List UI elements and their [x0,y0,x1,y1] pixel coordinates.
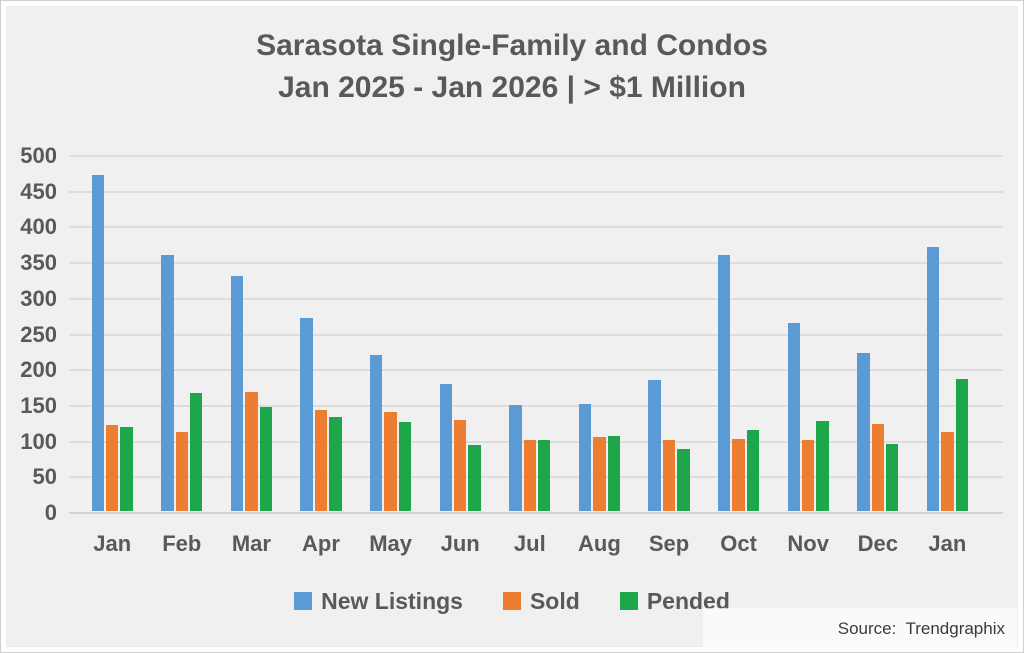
legend: New Listings Sold Pended [1,589,1023,613]
bar-pended-3-apr [329,416,342,511]
gridline-0 [69,512,1003,514]
chart-title: Sarasota Single-Family and Condos Jan 20… [1,25,1023,109]
bar-sold-10-nov [801,440,815,511]
legend-swatch-sold [502,592,521,610]
bar-sold-7-aug [593,436,606,511]
y-axis-label-150: 150 [20,392,57,418]
bar-new-listings-12-jan [926,246,940,511]
legend-item-new-listings: New Listings [294,589,463,613]
x-axis-label-2-mar: Mar [231,531,271,556]
x-axis-label-0-jan: Jan [93,531,132,556]
bar-sold-2-mar [245,392,258,511]
y-axis-label-350: 350 [20,250,57,276]
bar-new-listings-5-jun [439,383,453,511]
legend-label-new-listings: New Listings [321,588,463,614]
bar-pended-8-sep [677,448,690,511]
y-axis-label-50: 50 [32,464,57,490]
bar-new-listings-10-nov [787,323,801,511]
x-axis-label-3-apr: Apr [302,531,340,556]
y-axis-label-300: 300 [20,285,57,311]
bar-pended-12-jan [955,378,969,511]
y-axis-label-100: 100 [20,428,57,454]
chart-title-line1: Sarasota Single-Family and Condos [256,29,768,62]
bar-sold-3-apr [314,410,328,511]
bar-new-listings-1-feb [161,255,174,511]
legend-swatch-pended [619,592,638,610]
gridline-400 [69,226,1003,229]
bar-pended-7-aug [607,436,621,511]
y-axis-label-400: 400 [20,214,57,240]
x-axis-label-9-oct: Oct [720,531,757,556]
bar-new-listings-7-aug [578,403,592,511]
y-axis-label-450: 450 [20,178,57,204]
bar-pended-2-mar [259,406,273,511]
bar-pended-10-nov [816,421,829,511]
gridline-250 [69,333,1003,336]
bar-sold-9-oct [732,438,745,511]
bar-pended-6-jul [537,439,551,511]
x-axis-label-1-feb: Feb [162,531,202,556]
chart-canvas [6,6,1018,647]
bar-pended-9-oct [746,430,760,511]
y-axis-label-200: 200 [20,357,57,383]
bar-sold-8-sep [662,439,676,511]
bar-new-listings-11-dec [857,353,870,511]
bar-new-listings-8-sep [648,380,661,511]
x-axis-label-5-jun: Jun [440,531,480,556]
bar-new-listings-3-apr [300,318,313,511]
y-axis-label-0: 0 [44,500,57,525]
x-axis-label-6-jul: Jul [513,531,546,556]
gridline-350 [69,262,1003,265]
source-panel: Source: Trendgraphix [703,608,1017,649]
gridline-200 [69,369,1003,372]
bar-sold-12-jan [941,432,954,511]
bar-new-listings-9-oct [717,255,731,511]
x-axis-label-4-may: May [369,531,412,556]
chart-title-line2: Jan 2025 - Jan 2026 | > $1 Million [278,71,746,104]
plot-area [69,155,1003,514]
bar-pended-5-jun [468,445,481,511]
gridline-450 [69,190,1003,193]
x-axis-label-7-aug: Aug [578,531,621,556]
bar-pended-11-dec [885,443,899,511]
bar-pended-0-jan [120,427,133,511]
x-axis-label-10-nov: Nov [787,531,829,556]
bar-sold-6-jul [523,439,537,511]
gridline-500 [69,155,1003,157]
y-axis-label-500: 500 [20,143,57,168]
bar-sold-0-jan [105,425,119,511]
gridline-300 [69,297,1003,300]
y-axis-label-250: 250 [20,321,57,347]
bar-sold-11-dec [871,423,885,511]
bar-sold-5-jun [453,420,467,511]
x-axis-label-12-jan: Jan [928,531,967,556]
x-axis-label-11-dec: Dec [857,531,898,556]
bar-new-listings-4-may [369,355,383,511]
bar-new-listings-2-mar [230,276,244,511]
bar-new-listings-0-jan [91,175,105,511]
bar-new-listings-6-jul [509,404,522,511]
legend-label-sold: Sold [529,588,580,614]
bar-sold-4-may [384,412,397,511]
bar-pended-4-may [398,422,412,511]
legend-swatch-new-listings [294,592,313,610]
bar-pended-1-feb [189,393,203,511]
gridline-150 [69,404,1003,407]
x-axis-label-8-sep: Sep [648,531,690,556]
legend-item-sold: Sold [502,588,580,614]
bar-sold-1-feb [175,432,189,511]
source-note: Source: Trendgraphix [837,618,1005,638]
